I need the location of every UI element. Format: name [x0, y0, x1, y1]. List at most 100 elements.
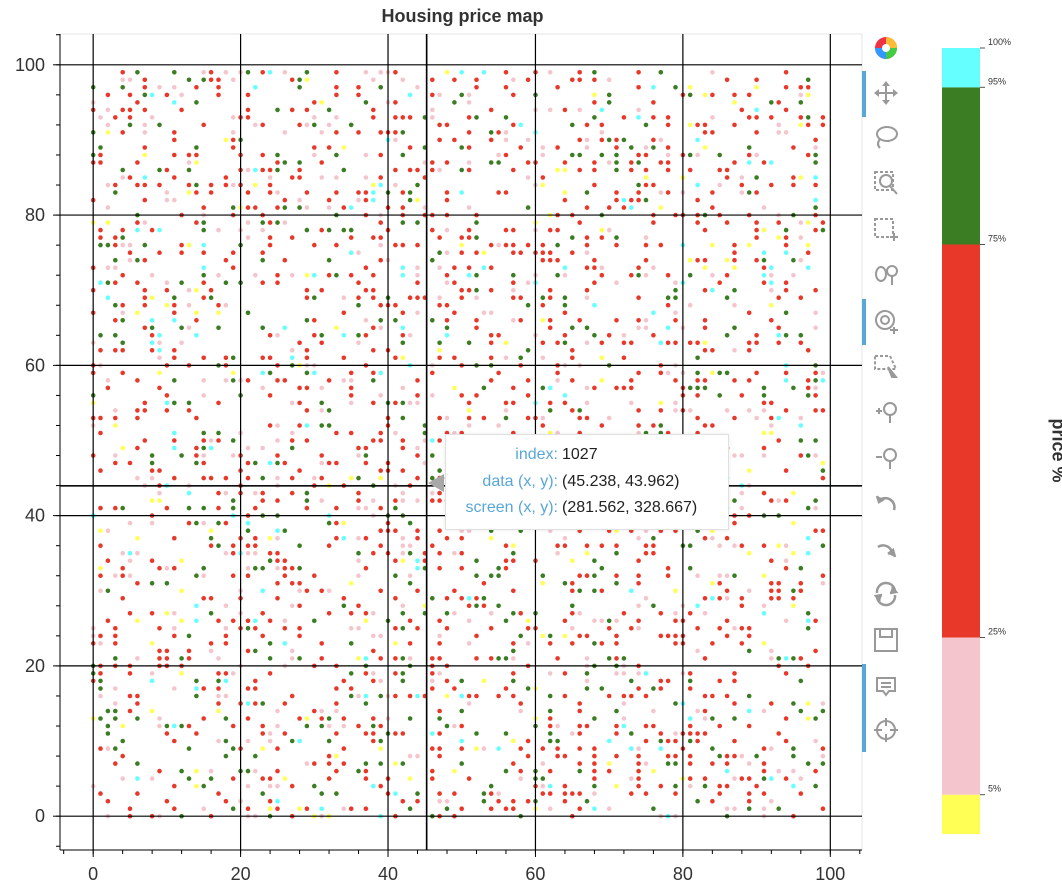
scatter-point: [710, 92, 715, 98]
scatter-point: [584, 250, 590, 255]
scatter-point: [687, 678, 693, 684]
scatter-point: [216, 693, 221, 699]
scatter-point: [621, 723, 627, 729]
lasso-select-tool[interactable]: [870, 122, 902, 154]
redo-tool[interactable]: [870, 533, 902, 565]
scatter-point: [820, 468, 826, 473]
crosshair-tool[interactable]: [870, 714, 902, 746]
bokeh-logo-tool[interactable]: [870, 32, 902, 64]
scatter-point: [769, 318, 774, 323]
scatter-point: [378, 783, 384, 789]
scatter-point: [562, 107, 568, 113]
scatter-point: [459, 806, 465, 811]
scatter-point: [599, 543, 605, 548]
scatter-point: [710, 190, 715, 195]
scatter-point: [636, 160, 641, 165]
scatter-point: [732, 378, 737, 383]
scatter-point: [761, 257, 767, 263]
scatter-point: [164, 731, 170, 736]
scatter-point: [643, 272, 649, 278]
scatter-point: [282, 197, 288, 203]
scatter-point: [746, 806, 752, 811]
scatter-point: [555, 738, 560, 744]
scatter-point: [695, 220, 700, 225]
scatter-point: [813, 716, 818, 721]
poly-select-tool[interactable]: [870, 351, 902, 383]
save-tool[interactable]: [870, 624, 902, 656]
scatter-point: [334, 791, 339, 796]
scatter-point: [540, 746, 546, 751]
scatter-point: [658, 205, 664, 210]
scatter-point: [98, 588, 103, 594]
zoom-in-out-tool[interactable]: [870, 259, 902, 291]
scatter-point: [695, 573, 700, 578]
scatter-point: [511, 550, 516, 556]
scatter-point: [813, 385, 818, 391]
reset-tool[interactable]: [870, 578, 902, 610]
hover-tool[interactable]: [870, 670, 902, 702]
undo-tool[interactable]: [870, 488, 902, 520]
scatter-point: [488, 535, 494, 541]
scatter-point: [562, 295, 568, 301]
scatter-point: [805, 535, 811, 541]
scatter-point: [430, 438, 435, 443]
scatter-point: [245, 310, 251, 316]
zoom-in-tool[interactable]: [870, 397, 902, 429]
scatter-point: [437, 438, 442, 443]
scatter-point: [400, 310, 406, 316]
scatter-point: [592, 573, 597, 578]
scatter-point: [348, 611, 354, 616]
zoom-out-tool[interactable]: [870, 443, 902, 475]
scatter-point: [127, 92, 133, 98]
scatter-point: [297, 633, 302, 639]
wheel-zoom-tool[interactable]: [870, 305, 902, 337]
scatter-point: [761, 265, 767, 271]
scatter-point: [518, 768, 523, 774]
scatter-point: [761, 806, 767, 811]
scatter-point: [157, 768, 162, 774]
scatter-point: [665, 633, 671, 639]
scatter-point: [172, 806, 177, 811]
box-zoom-tool[interactable]: [870, 167, 902, 199]
pan-tool[interactable]: [870, 77, 902, 109]
scatter-point: [164, 190, 170, 195]
scatter-point: [614, 656, 619, 661]
box-select-tool[interactable]: [870, 213, 902, 245]
scatter-point: [599, 122, 605, 128]
scatter-point: [540, 791, 546, 796]
scatter-point: [142, 287, 148, 293]
scatter-point: [783, 738, 789, 744]
scatter-point: [739, 490, 745, 496]
scatter-point: [724, 693, 730, 699]
scatter-point: [120, 753, 125, 759]
scatter-point: [201, 355, 206, 361]
scatter-point: [474, 573, 479, 578]
scatter-point: [113, 235, 118, 240]
scatter-point: [356, 280, 361, 286]
scatter-point: [805, 505, 811, 511]
scatter-point: [547, 708, 553, 714]
scatter-point: [400, 671, 406, 676]
scatter-point: [761, 160, 767, 165]
scatter-point: [120, 550, 125, 556]
scatter-point: [466, 408, 472, 413]
scatter-point: [201, 573, 206, 578]
scatter-point: [216, 272, 221, 278]
scatter-point: [194, 603, 199, 609]
scatter-point: [400, 265, 406, 271]
scatter-point: [444, 596, 450, 601]
scatter-point: [643, 145, 649, 150]
scatter-point: [474, 693, 479, 699]
tooltip-arrow: [428, 474, 444, 492]
scatter-point: [511, 318, 516, 323]
scatter-point: [113, 746, 118, 751]
scatter-point: [444, 626, 450, 631]
scatter-point: [820, 701, 826, 706]
scatter-point: [466, 701, 472, 706]
scatter-point: [186, 77, 192, 83]
scatter-point: [378, 543, 384, 548]
scatter-point: [791, 520, 796, 526]
scatter-point: [503, 543, 509, 548]
scatter-point: [555, 167, 560, 173]
scatter-point: [437, 235, 442, 240]
